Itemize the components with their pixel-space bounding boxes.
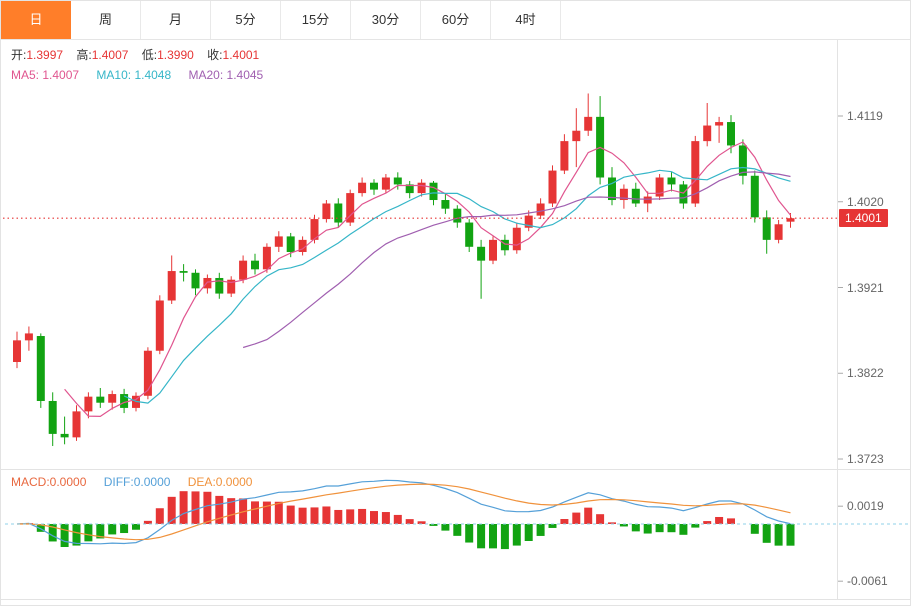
price-axis-divider xyxy=(837,39,838,600)
low-label: 低: xyxy=(141,48,158,62)
price-axis-label: 1.3921 xyxy=(847,280,884,295)
open-value: 1.3997 xyxy=(26,48,64,62)
price-axis-label: 1.4020 xyxy=(847,194,884,209)
open-label: 开: xyxy=(11,48,27,62)
current-price-tag: 1.4001 xyxy=(839,209,888,228)
low-value: 1.3990 xyxy=(157,48,194,62)
tab-month[interactable]: 月 xyxy=(141,1,211,39)
price-axis-label: 1.3723 xyxy=(847,452,884,466)
price-axis-label: 1.4119 xyxy=(847,109,883,123)
diff-value: DIFF:0.0000 xyxy=(103,475,171,489)
tab-15min[interactable]: 15分 xyxy=(281,1,351,39)
close-value: 1.4001 xyxy=(222,48,260,62)
tab-4hour[interactable]: 4时 xyxy=(491,1,561,39)
ma10-legend: MA10: 1.4048 xyxy=(96,68,172,82)
tab-week[interactable]: 周 xyxy=(71,1,141,39)
tab-day[interactable]: 日 xyxy=(1,1,71,39)
bottom-border xyxy=(1,599,910,600)
dea-value: DEA:0.0000 xyxy=(187,475,253,489)
ma20-legend: MA20: 1.4045 xyxy=(188,68,264,82)
ohlc-legend: 开:1.3997 高:1.4007 低:1.3990 收:1.4001 xyxy=(11,46,269,63)
close-label: 收: xyxy=(207,48,223,62)
macd-value: MACD:0.0000 xyxy=(11,475,87,489)
tab-5min[interactable]: 5分 xyxy=(211,1,281,39)
price-axis-label: 1.3822 xyxy=(847,366,884,381)
panel-divider xyxy=(1,469,910,470)
ma5-legend: MA5: 1.4007 xyxy=(11,68,80,82)
macd-legend: MACD:0.0000 DIFF:0.0000 DEA:0.0000 xyxy=(11,475,266,489)
timeframe-tabs: 日 周 月 5分 15分 30分 60分 4时 xyxy=(1,1,910,40)
macd-axis-label: -0.0061 xyxy=(847,574,888,589)
high-label: 高: xyxy=(76,48,92,62)
high-value: 1.4007 xyxy=(91,48,129,62)
tab-30min[interactable]: 30分 xyxy=(351,1,421,39)
macd-axis-label: 0.0019 xyxy=(847,499,884,514)
ma-legend: MA5: 1.4007 MA10: 1.4048 MA20: 1.4045 xyxy=(11,68,277,82)
tab-60min[interactable]: 60分 xyxy=(421,1,491,39)
